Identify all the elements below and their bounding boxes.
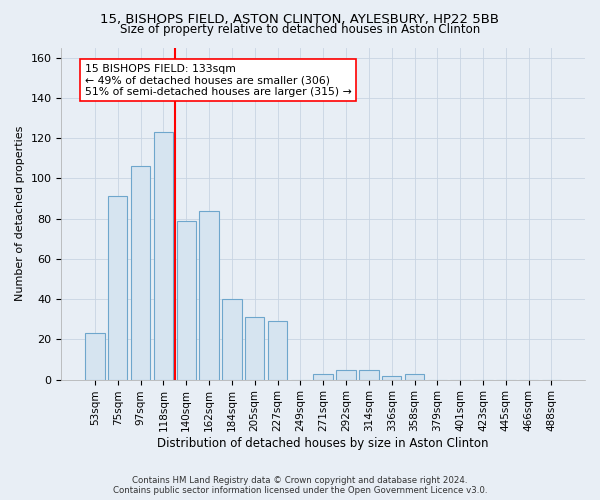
Bar [313,374,333,380]
Bar [131,166,150,380]
Bar [268,321,287,380]
Bar [382,376,401,380]
X-axis label: Distribution of detached houses by size in Aston Clinton: Distribution of detached houses by size … [157,437,489,450]
Bar [108,196,127,380]
Bar [222,299,242,380]
Bar [85,334,104,380]
Y-axis label: Number of detached properties: Number of detached properties [15,126,25,301]
Bar [176,220,196,380]
Text: 15, BISHOPS FIELD, ASTON CLINTON, AYLESBURY, HP22 5BB: 15, BISHOPS FIELD, ASTON CLINTON, AYLESB… [101,12,499,26]
Bar [245,317,265,380]
Bar [359,370,379,380]
Text: 15 BISHOPS FIELD: 133sqm
← 49% of detached houses are smaller (306)
51% of semi-: 15 BISHOPS FIELD: 133sqm ← 49% of detach… [85,64,352,97]
Bar [154,132,173,380]
Text: Contains HM Land Registry data © Crown copyright and database right 2024.
Contai: Contains HM Land Registry data © Crown c… [113,476,487,495]
Bar [405,374,424,380]
Bar [199,210,219,380]
Bar [337,370,356,380]
Text: Size of property relative to detached houses in Aston Clinton: Size of property relative to detached ho… [120,22,480,36]
